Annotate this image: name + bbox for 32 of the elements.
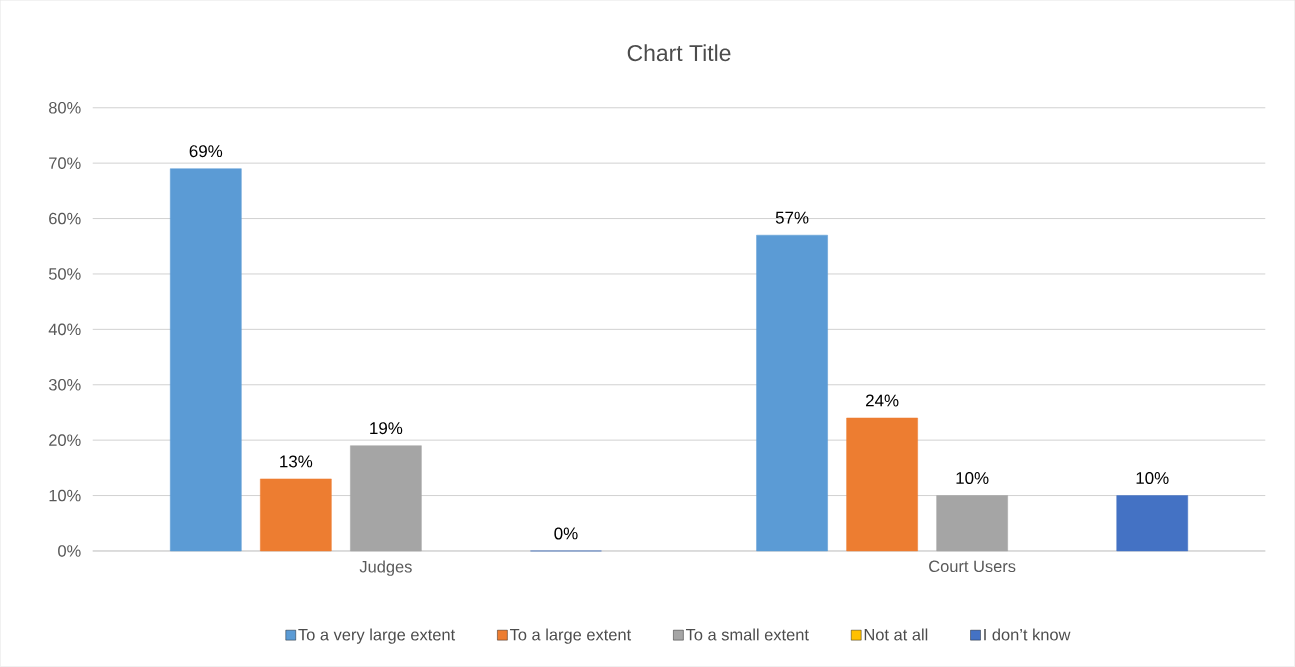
y-tick-label: 10% (49, 489, 81, 502)
legend-label: Not at all (864, 628, 928, 641)
x-tick-label: Court Users (929, 560, 1016, 573)
bar (1116, 495, 1189, 552)
bar (170, 168, 242, 552)
y-tick-label: 40% (48, 323, 81, 336)
y-tick-label: 0% (58, 545, 81, 557)
legend-label: To a small extent (685, 628, 809, 641)
legend-label: I don’t know (984, 628, 1071, 641)
y-tick-label: 70% (49, 157, 81, 170)
y-tick-label: 80% (49, 102, 81, 114)
data-label: 10% (956, 472, 989, 485)
y-tick-label: 50% (48, 268, 81, 280)
data-label: 19% (370, 422, 403, 435)
data-label: 0% (554, 527, 578, 540)
data-label: 13% (280, 455, 313, 468)
y-tick-label: 30% (48, 379, 81, 391)
legend-label: To a large extent (509, 628, 632, 644)
bar (756, 235, 828, 552)
x-tick-label: Judges (359, 560, 412, 576)
legend-label: To a very large extent (298, 628, 456, 644)
y-tick-label: 20% (49, 434, 81, 447)
chart-title: Chart Title (627, 44, 731, 62)
bar (936, 495, 1008, 552)
bar (350, 445, 422, 552)
data-label: 24% (866, 394, 899, 407)
data-label: 10% (1136, 472, 1169, 485)
data-label: 69% (189, 145, 223, 158)
bar (260, 478, 332, 552)
bar (846, 417, 918, 552)
data-label: 57% (775, 211, 809, 224)
y-tick-label: 60% (49, 212, 81, 225)
